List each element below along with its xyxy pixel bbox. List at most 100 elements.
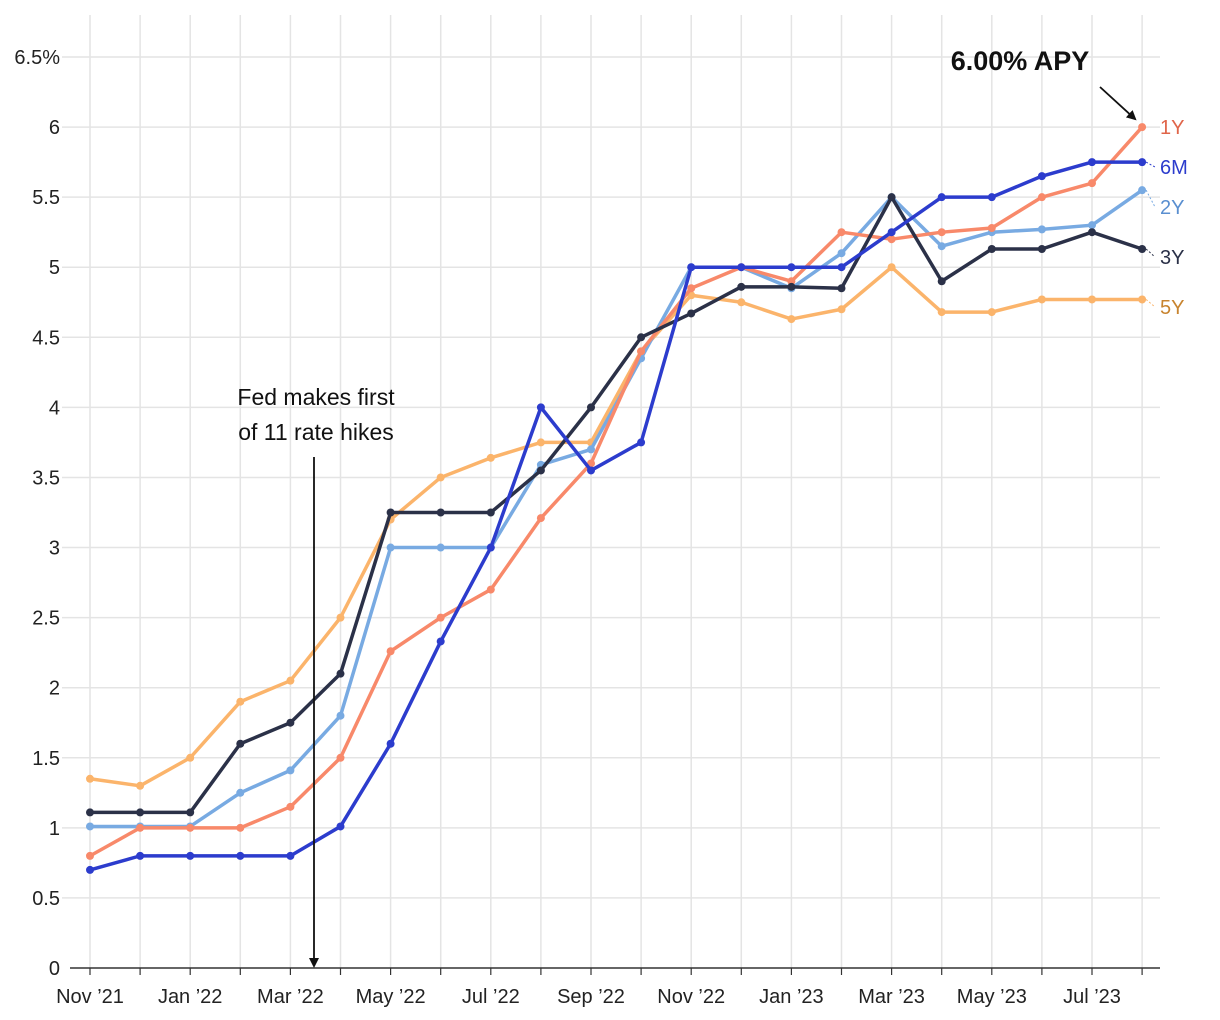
gridlines xyxy=(62,15,1160,968)
data-point-1y xyxy=(887,235,896,244)
series-line-1y xyxy=(88,125,1144,858)
data-point-6m xyxy=(386,739,395,748)
data-point-5y xyxy=(186,753,195,762)
data-point-5y xyxy=(887,263,896,272)
data-point-6m xyxy=(536,403,545,412)
data-point-3y xyxy=(336,669,345,678)
data-point-6m xyxy=(1088,158,1096,167)
data-point-2y xyxy=(587,445,595,454)
data-point-2y xyxy=(86,822,94,831)
y-tick-label: 1 xyxy=(49,818,60,840)
data-point-1y xyxy=(787,277,796,286)
series-label-leader xyxy=(1145,189,1156,208)
data-point-3y xyxy=(737,282,746,291)
y-tick-label: 5 xyxy=(49,257,60,279)
x-tick-label: Jan ’22 xyxy=(158,986,223,1008)
x-tick-label: Mar ’22 xyxy=(257,986,324,1008)
series-label-1y: 1Y xyxy=(1160,117,1184,139)
data-point-5y xyxy=(1088,295,1096,304)
data-point-5y xyxy=(737,298,746,307)
data-point-2y xyxy=(386,543,395,552)
x-tick-label: Mar ’23 xyxy=(858,986,925,1008)
series-label-leader xyxy=(1145,161,1156,168)
data-point-2y xyxy=(1138,186,1147,195)
data-point-5y xyxy=(536,438,545,447)
data-point-1y xyxy=(536,514,545,523)
data-point-3y xyxy=(86,808,94,817)
data-point-6m xyxy=(587,466,595,475)
data-point-6m xyxy=(286,851,295,860)
data-point-5y xyxy=(987,308,996,317)
x-tick-label: Nov ’22 xyxy=(657,986,725,1008)
data-point-2y xyxy=(1037,225,1046,234)
data-point-1y xyxy=(286,802,295,811)
headline-arrow xyxy=(1099,86,1137,121)
data-point-1y xyxy=(336,753,345,762)
data-point-6m xyxy=(687,263,696,272)
data-point-3y xyxy=(837,284,846,293)
data-point-1y xyxy=(937,228,946,237)
data-point-5y xyxy=(486,453,495,462)
data-point-5y xyxy=(787,315,796,324)
data-point-2y xyxy=(336,711,345,720)
data-point-2y xyxy=(837,249,846,258)
data-point-6m xyxy=(787,263,796,272)
data-point-6m xyxy=(937,193,946,202)
data-point-3y xyxy=(536,466,545,475)
data-point-3y xyxy=(486,508,495,517)
data-point-3y xyxy=(186,808,195,817)
y-tick-label: 6.5% xyxy=(14,47,60,69)
x-tick-label: Jan ’23 xyxy=(759,986,824,1008)
data-point-5y xyxy=(86,774,94,783)
data-point-3y xyxy=(386,508,395,517)
data-point-1y xyxy=(136,823,145,832)
data-point-5y xyxy=(286,676,295,685)
x-tick-label: Sep ’22 xyxy=(557,986,625,1008)
series-line-2y xyxy=(88,188,1144,829)
data-point-1y xyxy=(486,585,495,594)
y-tick-label: 2.5 xyxy=(32,608,60,630)
data-point-1y xyxy=(1088,179,1096,188)
series-line-5y xyxy=(88,265,1144,788)
y-tick-label: 4.5 xyxy=(32,327,60,349)
data-point-6m xyxy=(336,822,345,831)
data-point-6m xyxy=(186,851,195,860)
data-point-3y xyxy=(887,193,896,202)
data-point-3y xyxy=(637,333,646,342)
data-point-3y xyxy=(1037,245,1046,254)
data-point-1y xyxy=(436,613,445,622)
series-labels: 5Y 2Y 1Y 3Y 6M xyxy=(1145,117,1188,319)
y-tick-label: 0.5 xyxy=(32,888,60,910)
x-tick-label: May ’23 xyxy=(957,986,1027,1008)
x-tick-label: May ’22 xyxy=(356,986,426,1008)
x-tick-label: Nov ’21 xyxy=(56,986,124,1008)
data-point-5y xyxy=(1037,295,1046,304)
series-line-3y xyxy=(88,195,1144,815)
data-point-1y xyxy=(236,823,245,832)
data-point-3y xyxy=(236,739,245,748)
data-point-3y xyxy=(787,282,796,291)
y-tick-label: 3 xyxy=(49,538,60,560)
data-point-3y xyxy=(987,245,996,254)
data-point-6m xyxy=(486,543,495,552)
data-point-6m xyxy=(637,438,646,447)
data-point-5y xyxy=(136,781,145,790)
series-label-leader xyxy=(1145,299,1156,308)
data-point-3y xyxy=(587,403,595,412)
data-point-1y xyxy=(186,823,195,832)
data-point-2y xyxy=(1088,221,1096,230)
axes: 0 0.5 1 1.5 2 2.5 3 3.5 4 4.5 5 5.5 6 6.5% Nov ’21 Jan … xyxy=(14,47,1160,1008)
data-point-3y xyxy=(937,277,946,286)
y-tick-label: 5.5 xyxy=(32,187,60,209)
data-point-5y xyxy=(336,613,345,622)
data-point-5y xyxy=(236,697,245,706)
data-point-6m xyxy=(436,637,445,646)
data-point-6m xyxy=(987,193,996,202)
series-label-2y: 2Y xyxy=(1160,197,1184,219)
data-point-3y xyxy=(1088,228,1096,237)
x-tick-label: Jul ’23 xyxy=(1063,986,1121,1008)
headline-apy: 6.00% APY xyxy=(951,46,1090,76)
fed-hike-annotation-line-2: of 11 rate hikes xyxy=(238,419,394,445)
fed-hike-annotation-line-1: Fed makes first xyxy=(237,384,395,410)
